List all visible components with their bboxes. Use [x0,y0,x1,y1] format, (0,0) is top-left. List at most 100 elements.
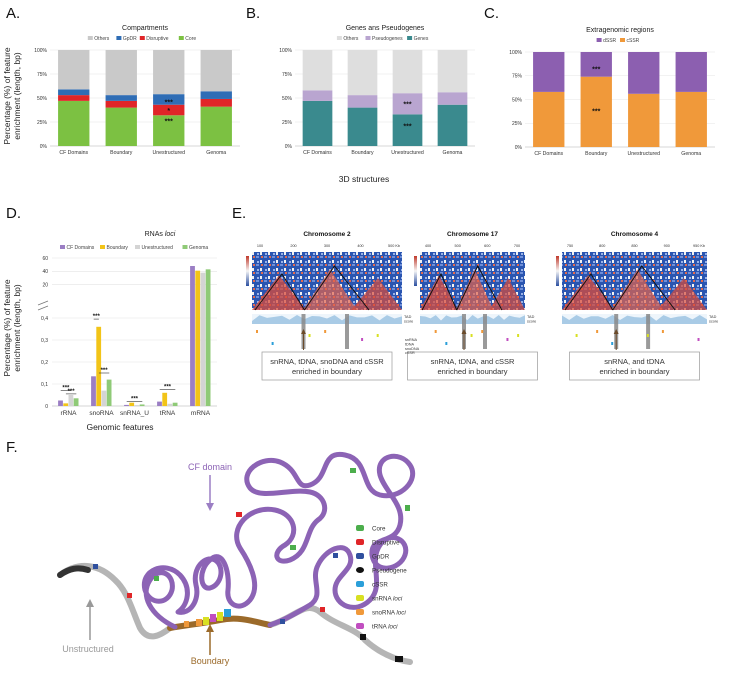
hic-domain [611,269,664,310]
feature-track-label: snRNA [405,338,417,342]
cf-legend-swatch [356,567,364,573]
y-tick-label: 40 [42,269,48,275]
bar-segment [437,104,468,146]
y-tick-label: 0% [515,145,523,151]
feature-mark [308,334,311,337]
significance-mark: *** [403,123,411,130]
marker-disruptive-3 [320,607,325,612]
boundary-arrowhead [301,329,306,334]
cf-legend-label: Core [372,525,386,532]
category-label: Unestructured [627,151,660,157]
y-tick-label: 20 [42,282,48,288]
y-tick-label: 75% [512,74,523,80]
bar-segment [105,50,137,96]
cf-legend-label: tRNA loci [372,623,398,630]
legend-swatch [100,245,105,249]
legend-swatch [596,38,602,42]
feature-mark [517,334,520,337]
cf-legend-label: snRNA loci [372,595,403,602]
chart-compartments: Compartments Others GpDR Disruptive Core 0% 25… [34,25,240,156]
bar [195,270,201,406]
feature-track-label: cSSR [405,351,415,355]
cf-legend: Core Disruptive GpDR Pseudogene cSSR snRNA lo… [356,525,407,630]
bar-segment [200,50,232,92]
chart-d-title: RNAs loci [145,231,176,238]
bar [162,392,168,406]
boundary-arrowhead [613,329,619,334]
legend-label: GpDR [123,36,137,42]
category-label: Boundary [351,150,374,156]
y-tick-label: 50% [37,96,48,102]
bar-segment [200,91,232,99]
hic-tick-label: 700 [514,244,520,248]
category-label: Boundary [585,151,608,157]
y-tick-label: 100% [509,50,522,56]
legend-swatch [60,245,65,249]
bar-segment [533,91,565,147]
panel-label-c: C. [484,5,499,22]
y-tick-label: 0% [285,144,293,150]
bar-segment [628,93,660,147]
category-label: tRNA [160,410,176,417]
y-tick-label: 100% [34,48,47,54]
feature-mark [611,342,614,345]
boundary-column [646,314,651,349]
bar-segment [675,91,707,147]
chart-d-x-axis-label: Genomic features [86,422,153,432]
marker-core-4 [405,505,410,511]
boundary-annotation-box [261,351,393,381]
hic-tick-label: 500 Kb [388,244,400,248]
bar [129,402,135,406]
legend-label: CF Domains [67,245,95,251]
hic-color-scale [414,256,417,286]
tad-score-label-line2: score [404,320,413,324]
feature-mark [596,330,599,333]
chart-d-title-italic: loci [165,231,176,238]
feature-mark [324,330,327,333]
y-tick-label: 60 [42,256,48,262]
chart-d-title-main: RNAs [145,231,165,238]
category-label: snRNA_U [120,410,149,417]
significance-mark: *** [165,99,173,106]
unstructured-fiber-left [57,562,173,640]
y-tick-label: 0 [45,404,48,410]
hic-title: Chromosome 2 [303,231,351,238]
legend-label: Others [94,36,110,42]
tad-outline [612,265,676,311]
cf-legend-label-main: snoRNA [372,609,396,616]
boundary-annotation-line2: enriched in boundary [437,367,507,376]
top-x-axis-label: 3D structures [339,174,390,184]
hic-tick-label: 950 Kb [693,244,705,248]
hic-domain [351,278,402,310]
top-y-axis-label-line2: enrichment (length, bp) [12,52,22,140]
marker-core-1 [154,576,159,581]
bar-segment [392,93,423,115]
legend-label: Boundary [107,245,129,251]
bar [58,400,63,406]
tad-outline [456,264,503,311]
bar-segment [628,52,660,94]
y-tick-label: 0,3 [41,338,48,344]
y-tick-label: 75% [282,72,293,78]
legend-swatch [620,38,625,42]
bar-segment [347,107,378,146]
hic-tick-label: 100 [257,244,263,248]
significance-mark: *** [592,108,600,115]
chart-extragenomic-regions: Extragenomic regions dSSR cSSR 0% 25% 50% 75% 1… [509,27,715,157]
cf-legend-swatch [356,623,364,629]
marker-snrna-2 [217,612,223,621]
cf-domain-schematic: CF domain Unstructured Boundary Core Disr… [57,451,416,666]
y-tick-label: 50% [512,97,523,103]
category-label: snoRNA [89,410,114,417]
significance-mark: *** [165,119,173,126]
significance-mark: *** [68,389,76,395]
cf-legend-swatch [356,539,364,545]
marker-snorna-1 [196,619,202,626]
cf-domain-label: CF domain [188,462,232,472]
boundary-arrowhead [461,329,467,334]
hic-tick-label: 500 [454,244,460,248]
tad-score-profile [562,315,707,324]
